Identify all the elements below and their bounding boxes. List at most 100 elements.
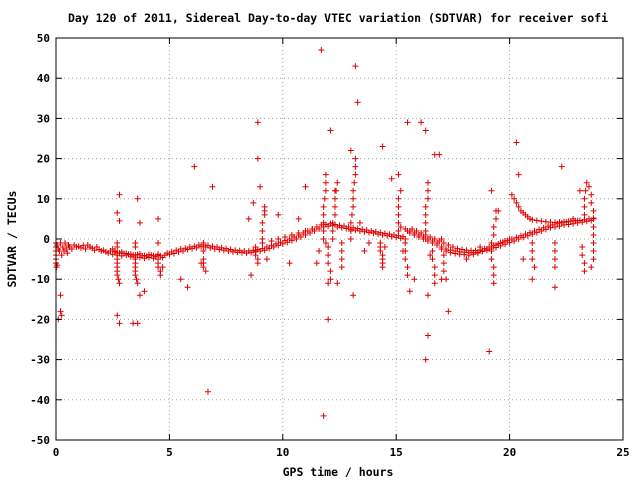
data-point [538, 227, 545, 234]
data-point [440, 268, 447, 275]
data-point [524, 232, 531, 239]
data-point [431, 280, 438, 287]
data-point [511, 238, 518, 245]
data-point [388, 175, 395, 182]
data-point [302, 183, 309, 190]
data-point [590, 240, 597, 247]
data-point [136, 219, 143, 226]
data-point [438, 236, 445, 242]
y-tick-label: -50 [30, 434, 50, 447]
data-point [58, 312, 65, 319]
data-point [492, 215, 499, 222]
data-point [302, 227, 309, 234]
data-point [170, 250, 177, 257]
data-point [424, 179, 431, 186]
data-point [443, 248, 450, 255]
data-point [350, 203, 357, 210]
data-point [397, 223, 404, 230]
data-point [588, 199, 595, 206]
data-point [275, 242, 282, 249]
data-point [329, 227, 336, 234]
data-point [116, 280, 123, 287]
data-point [288, 237, 295, 244]
data-point [347, 147, 354, 154]
data-point [424, 332, 431, 339]
data-point [288, 231, 295, 238]
data-point [470, 251, 477, 258]
data-point [295, 215, 302, 222]
data-point [570, 215, 577, 222]
data-point [261, 247, 268, 254]
data-point [254, 155, 261, 162]
data-point [127, 251, 134, 258]
data-point [490, 264, 497, 271]
data-point [270, 244, 277, 251]
data-point [395, 211, 402, 218]
data-point [452, 250, 459, 257]
data-point [132, 244, 139, 251]
data-point [515, 236, 522, 242]
data-point [57, 292, 64, 299]
data-point [488, 256, 495, 263]
data-point [440, 252, 447, 259]
data-point [321, 195, 328, 202]
data-point [347, 236, 354, 242]
data-point [574, 217, 581, 224]
data-point [585, 183, 592, 190]
data-point [325, 260, 332, 267]
data-point [488, 187, 495, 194]
data-point [551, 248, 558, 255]
data-point [581, 203, 588, 210]
data-point [259, 227, 266, 234]
data-point [477, 244, 484, 251]
data-point [348, 211, 355, 218]
data-point [259, 236, 266, 242]
y-tick-label: -30 [30, 354, 50, 367]
data-point [356, 219, 363, 226]
data-point [62, 240, 69, 247]
data-point [352, 163, 359, 170]
data-point [177, 276, 184, 283]
data-point [495, 207, 502, 214]
data-point [590, 223, 597, 230]
data-point [515, 203, 522, 210]
data-point [250, 199, 257, 206]
data-point [123, 250, 130, 257]
data-point [431, 264, 438, 271]
data-point [411, 229, 418, 236]
data-point [465, 252, 472, 259]
data-point [422, 227, 429, 234]
data-point [54, 262, 61, 269]
y-tick-label: 0 [43, 233, 50, 246]
y-tick-label: 40 [37, 72, 50, 85]
data-point [397, 187, 404, 194]
data-point [279, 240, 286, 247]
data-point [245, 215, 252, 222]
data-point [268, 238, 275, 245]
data-point [488, 240, 495, 247]
data-point [454, 245, 461, 252]
data-point [297, 233, 304, 240]
data-point [581, 268, 588, 275]
data-point [114, 209, 121, 216]
y-tick-label: -40 [30, 394, 50, 407]
data-point [209, 183, 216, 190]
data-point [529, 231, 536, 238]
data-point [533, 229, 540, 236]
data-point [490, 223, 497, 230]
data-point [295, 229, 302, 236]
data-point [58, 252, 65, 259]
data-point [320, 219, 327, 226]
data-point [282, 233, 289, 240]
data-point [513, 199, 520, 206]
data-point [157, 272, 164, 279]
data-point [590, 256, 597, 263]
data-point [531, 264, 538, 271]
data-point [63, 246, 70, 253]
data-point [483, 246, 490, 253]
data-point [347, 219, 354, 226]
data-point [134, 320, 141, 327]
x-tick-label: 15 [390, 446, 403, 459]
data-point [132, 272, 139, 279]
